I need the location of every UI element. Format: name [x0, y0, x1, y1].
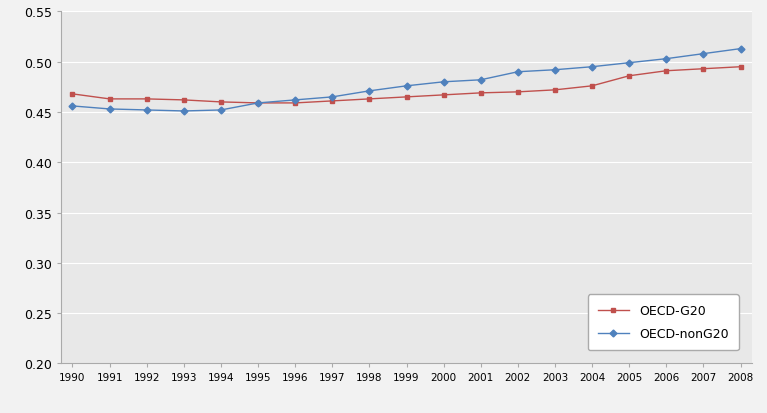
OECD-nonG20 [699, 52, 708, 57]
OECD-G20 [551, 88, 560, 93]
OECD-nonG20 [105, 107, 114, 112]
OECD-G20 [513, 90, 522, 95]
OECD-G20 [402, 95, 411, 100]
OECD-nonG20 [736, 47, 745, 52]
OECD-G20 [365, 97, 374, 102]
OECD-nonG20 [513, 70, 522, 75]
OECD-nonG20 [253, 101, 262, 106]
OECD-nonG20 [662, 57, 671, 62]
OECD-G20 [216, 100, 225, 105]
OECD-nonG20 [291, 98, 300, 103]
OECD-G20 [253, 101, 262, 106]
Legend: OECD-G20, OECD-nonG20: OECD-G20, OECD-nonG20 [588, 294, 739, 350]
OECD-G20 [105, 97, 114, 102]
OECD-G20 [662, 69, 671, 74]
OECD-nonG20 [439, 80, 448, 85]
OECD-G20 [328, 99, 337, 104]
OECD-G20 [291, 101, 300, 106]
OECD-G20 [624, 74, 634, 79]
OECD-G20 [699, 67, 708, 72]
OECD-G20 [736, 65, 745, 70]
OECD-G20 [476, 91, 486, 96]
OECD-nonG20 [365, 89, 374, 94]
OECD-nonG20 [624, 61, 634, 66]
OECD-G20 [179, 98, 189, 103]
OECD-G20 [588, 84, 597, 89]
OECD-G20 [68, 92, 77, 97]
OECD-nonG20 [68, 104, 77, 109]
OECD-nonG20 [216, 108, 225, 113]
OECD-nonG20 [551, 68, 560, 73]
OECD-G20 [142, 97, 151, 102]
OECD-G20 [439, 93, 448, 98]
OECD-nonG20 [476, 78, 486, 83]
OECD-nonG20 [402, 84, 411, 89]
Line: OECD-nonG20: OECD-nonG20 [70, 47, 743, 114]
OECD-nonG20 [142, 108, 151, 113]
OECD-nonG20 [328, 95, 337, 100]
OECD-nonG20 [588, 65, 597, 70]
Line: OECD-G20: OECD-G20 [70, 65, 743, 106]
OECD-nonG20 [179, 109, 189, 114]
